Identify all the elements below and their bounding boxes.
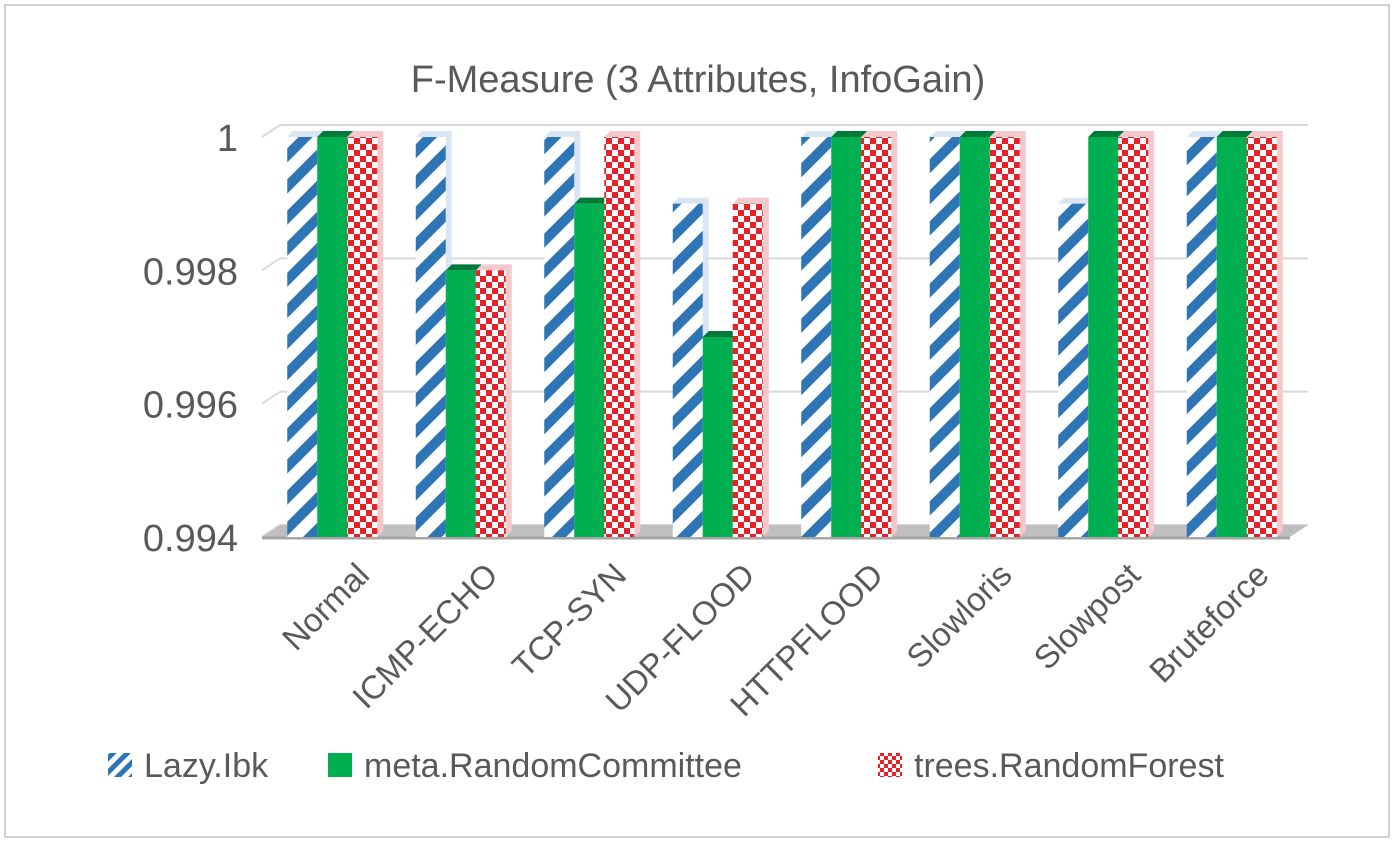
legend-item-lazy-ibk: Lazy.Ibk [108,747,269,785]
bar-front [574,203,605,537]
bar-front [544,137,575,537]
bar [1246,131,1283,537]
bar-front [801,137,832,537]
bar-side [1148,131,1155,537]
bar-top [929,131,966,137]
legend-label-lazy-ibk: Lazy.Ibk [144,747,269,785]
bar-front [445,270,476,537]
bar-front [604,137,635,537]
y-tick-label: 0.998 [143,251,238,293]
bar-top [604,131,641,137]
bar [604,131,641,537]
bar-front [672,203,703,537]
gridline-side [261,390,281,405]
bar [861,131,898,537]
bar-top [1246,131,1283,137]
y-tick-label: 0.996 [143,385,238,427]
chart-title: F-Measure (3 Attributes, InfoGain) [411,59,985,101]
bar [1118,131,1155,537]
bar-top [475,264,512,271]
bar-front [1246,137,1277,537]
x-tick-label: Slowpost [1026,556,1147,677]
bar-front [1216,137,1247,537]
bar-front [1118,137,1149,537]
bar [347,131,384,537]
bar-front [415,137,446,537]
x-tick-label: Bruteforce [1142,556,1276,690]
x-tick-label: Normal [275,556,376,657]
bar-front [1186,137,1217,537]
bar-top [317,131,354,137]
bar [989,131,1026,537]
bar-front [929,137,960,537]
bar-top [287,131,324,137]
legend-swatch-random-committee [328,753,352,777]
bar-top [801,131,838,137]
legend-swatch-random-forest [878,753,902,777]
bar-top [672,197,709,204]
legend-swatch-lazy-ibk [108,753,132,777]
bar-top [831,131,868,137]
bar-top [702,331,739,337]
bar-top [1216,131,1253,137]
bar-front [317,137,348,537]
legend: Lazy.Ibk meta.RandomCommittee trees.Rand… [108,747,1224,785]
bar-top [959,131,996,137]
bar-side [377,131,384,537]
bar-top [989,131,1026,137]
bar [672,197,709,537]
chart-floor [262,525,1308,537]
bar-front [702,337,733,537]
bar [732,197,769,537]
y-tick-label: 1 [217,118,238,160]
bar-front [732,203,763,537]
bar-top [861,131,898,137]
legend-item-random-committee: meta.RandomCommittee [328,747,742,785]
bar [475,264,512,537]
gridline-side [261,257,281,272]
bar-top [1118,131,1155,137]
bar-top [1186,131,1223,137]
bar-front [287,137,318,537]
bar-front [1088,137,1119,537]
gridline-side [261,124,281,138]
bar-front [1058,203,1089,537]
bar-top [732,197,769,204]
y-axis-ticks: 0.994 0.996 0.998 1 [143,118,238,560]
bar-side [634,131,641,537]
bar-front [959,137,990,537]
bar-front [831,137,862,537]
bars [287,131,1283,537]
legend-label-random-committee: meta.RandomCommittee [364,747,742,785]
bar-side [891,131,898,537]
x-tick-label: TCP-SYN [505,556,634,685]
legend-label-random-forest: trees.RandomForest [914,747,1224,785]
bar-top [445,264,482,271]
bar-top [544,131,581,137]
y-tick-label: 0.994 [143,518,238,560]
bar-top [415,131,452,137]
bar-top [1088,131,1125,137]
bar-side [762,197,769,537]
bar-front [861,137,892,537]
bar-side [1276,131,1283,537]
bar-top [1058,197,1095,204]
bar-front [989,137,1020,537]
bar-front [347,137,378,537]
bar-top [347,131,384,137]
bar-front [475,270,506,537]
bar-side [505,264,512,537]
bar-side [1019,131,1026,537]
bar-top [574,197,611,204]
legend-item-random-forest: trees.RandomForest [878,747,1224,785]
x-tick-label: Slowloris [899,556,1019,676]
